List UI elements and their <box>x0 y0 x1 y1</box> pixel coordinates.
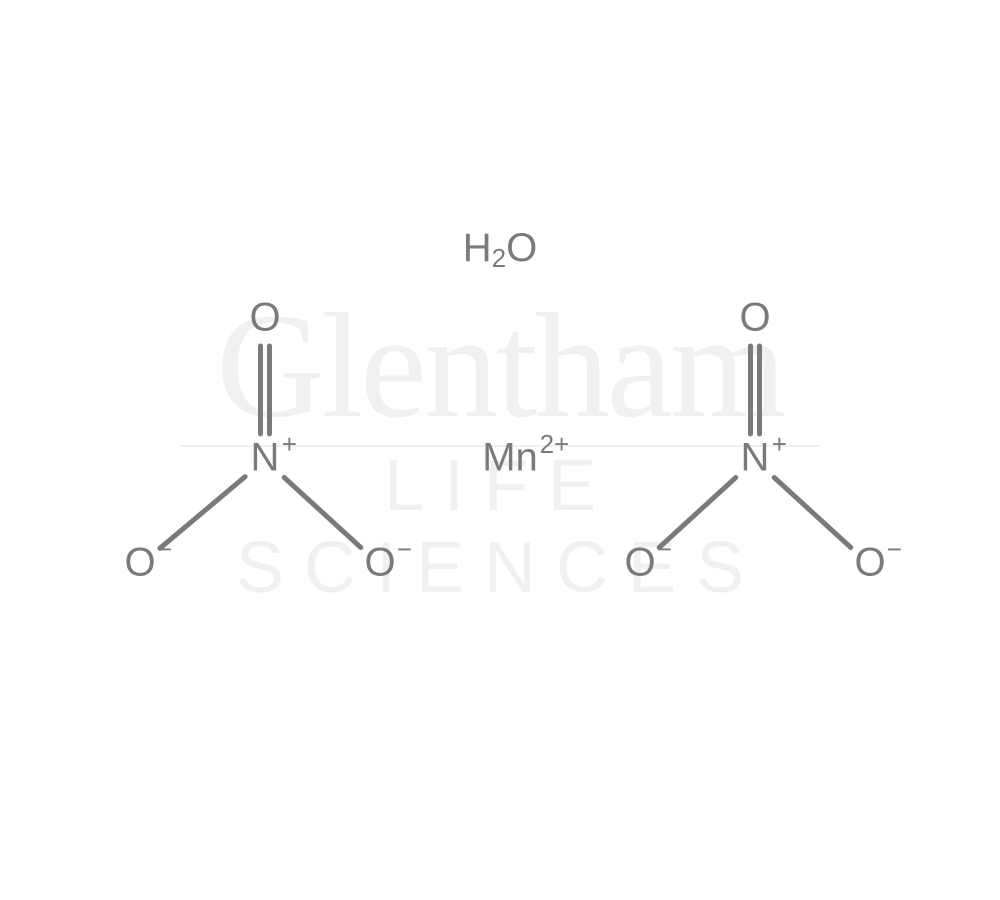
molecule-svg: H2OMn2+N+O−O−ON+O−O−O <box>0 0 1000 900</box>
atom-O2b: O− <box>854 534 902 585</box>
atom-O1c: O <box>249 296 280 340</box>
chemical-structure-canvas: Glentham LIFE SCIENCES H2OMn2+N+O−O−ON+O… <box>0 0 1000 900</box>
atom-label: N <box>251 436 280 480</box>
atom-label: N <box>741 436 770 480</box>
atom-N1: N+ <box>251 429 297 480</box>
atom-label: O <box>249 296 280 340</box>
atom-charge: − <box>157 534 172 564</box>
atom-O1a: O− <box>124 534 172 585</box>
atom-label: O <box>739 296 770 340</box>
atom-O2a: O− <box>624 534 672 585</box>
atom-label: H2O <box>463 226 537 273</box>
atom-charge: 2+ <box>540 429 570 459</box>
atom-charge: + <box>282 429 297 459</box>
atom-charge: + <box>772 429 787 459</box>
atom-label: O <box>124 541 155 585</box>
atom-O2c: O <box>739 296 770 340</box>
atom-label: O <box>364 541 395 585</box>
bond-line <box>284 478 361 548</box>
atom-charge: − <box>657 534 672 564</box>
bond-line <box>774 478 851 548</box>
atom-label: Mn <box>482 436 538 480</box>
atom-label: O <box>854 541 885 585</box>
atom-N2: N+ <box>741 429 787 480</box>
atom-O1b: O− <box>364 534 412 585</box>
atom-charge: − <box>397 534 412 564</box>
atom-Mn: Mn2+ <box>482 429 569 480</box>
atom-H2O: H2O <box>463 226 537 273</box>
atom-charge: − <box>887 534 902 564</box>
atom-label: O <box>624 541 655 585</box>
bond-line <box>160 477 245 549</box>
